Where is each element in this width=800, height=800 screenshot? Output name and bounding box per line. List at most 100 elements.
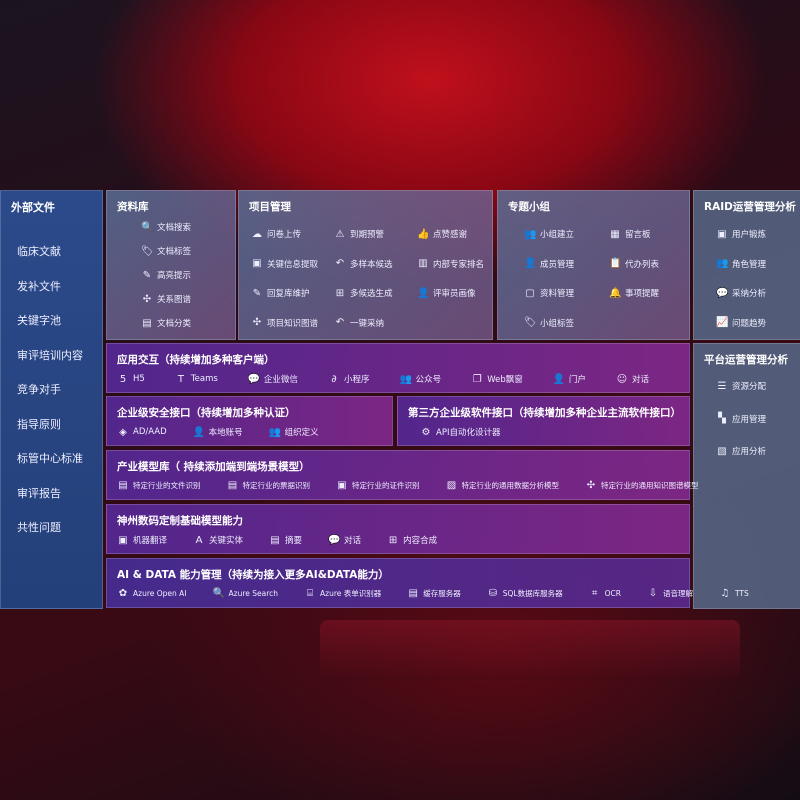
- raid-item[interactable]: ▣ 用户锻炼: [716, 228, 766, 241]
- raid-item[interactable]: 📈 问题趋势: [716, 317, 766, 329]
- sql-icon: ⛁: [488, 588, 497, 599]
- security-item[interactable]: 👥 组织定义: [269, 426, 319, 439]
- group-item[interactable]: ▦ 留言板: [609, 228, 650, 241]
- ai-item[interactable]: 🔍 Azure Search: [213, 588, 279, 599]
- security-item[interactable]: 👤 本地账号: [193, 426, 243, 439]
- base-item[interactable]: ▣ 机器翻译: [117, 534, 167, 547]
- group-item[interactable]: 🏷 小组标签: [524, 317, 574, 329]
- platform-item[interactable]: ☰ 资源分配: [716, 380, 767, 393]
- industry-item[interactable]: ▣ 特定行业的证件识别: [336, 480, 420, 491]
- platform-item[interactable]: ▧ 应用分析: [716, 445, 767, 458]
- project-item[interactable]: ☁ 问卷上传: [251, 228, 301, 241]
- sidebar-item[interactable]: 关键字池: [17, 312, 61, 328]
- item-label: 应用分析: [732, 447, 767, 457]
- platform-item[interactable]: ▚ 应用管理: [716, 413, 766, 425]
- library-item[interactable]: 🔍 文档搜索: [141, 221, 191, 234]
- sidebar-item[interactable]: 指导原则: [17, 416, 61, 432]
- panel-topic-group: 专题小组 👥 小组建立 ▦ 留言板 👤 成员管理 📋 代办列表 ▢ 资料管理 🔔 事项提醒 🏷 小组标签: [497, 190, 690, 340]
- item-label: AD/AAD: [133, 427, 167, 437]
- sidebar-item[interactable]: 共性问题: [17, 519, 61, 535]
- base-item[interactable]: ⊞ 内容合成: [387, 534, 438, 547]
- thirdparty-item[interactable]: ⚙ API自动化设计器: [420, 426, 501, 439]
- chat-icon: 💬: [328, 534, 341, 546]
- group-item[interactable]: 🔔 事项提醒: [609, 287, 660, 300]
- ai-item[interactable]: ♫ TTS: [719, 588, 749, 599]
- base-item[interactable]: A 关键实体: [193, 534, 244, 547]
- sidebar-item[interactable]: 发补文件: [17, 278, 61, 294]
- ai-item[interactable]: ⌸ Azure 表单识别器: [304, 588, 381, 599]
- panel-title: 专题小组: [508, 201, 550, 213]
- panel-app-interaction: 应用交互（持续增加多种客户端） 5 H5 T Teams 💬 企业微信 ∂ 小程序 👥 公众号 ❐ W…: [106, 343, 690, 393]
- base-item[interactable]: 💬 对话: [328, 534, 362, 547]
- ad-icon: ◈: [119, 426, 127, 438]
- sidebar-item[interactable]: 临床文献: [17, 243, 61, 259]
- sidebar-item[interactable]: 审评报告: [17, 485, 61, 501]
- sidebar-item[interactable]: 标管中心标准: [17, 450, 83, 466]
- industry-item[interactable]: ▨ 特定行业的通用数据分析模型: [446, 480, 559, 491]
- project-item[interactable]: ✎ 回复库维护: [251, 287, 310, 300]
- project-item[interactable]: ▥ 内部专家排名: [417, 258, 484, 270]
- base-item[interactable]: ▤ 摘要: [269, 534, 302, 547]
- item-label: 事项提醒: [625, 289, 660, 299]
- project-item[interactable]: ▣ 关键信息提取: [251, 258, 318, 270]
- industry-item[interactable]: ▤ 特定行业的文件识别: [117, 480, 200, 491]
- ai-item[interactable]: ▤ 缓存服务器: [407, 588, 461, 599]
- ai-item[interactable]: ⛁ SQL数据库服务器: [487, 588, 563, 599]
- ai-item[interactable]: ⌗ OCR: [589, 588, 621, 599]
- group-item[interactable]: 📋 代办列表: [609, 258, 659, 270]
- analysis-icon: ▧: [717, 445, 727, 457]
- app-item[interactable]: 5 H5: [117, 373, 145, 385]
- group-icon: 👥: [524, 228, 537, 240]
- library-item[interactable]: ✣ 关系图谱: [141, 293, 191, 306]
- item-label: 关键实体: [209, 536, 244, 546]
- app-item[interactable]: ❐ Web飘窗: [471, 373, 523, 386]
- app-item[interactable]: 💬 企业微信: [248, 373, 298, 386]
- teams-icon: T: [177, 373, 184, 385]
- library-item[interactable]: 🏷 文档标签: [141, 245, 191, 258]
- raid-item[interactable]: 👥 角色管理: [716, 258, 766, 270]
- project-item[interactable]: 👤 评审员画像: [417, 287, 476, 300]
- ai-item[interactable]: ⇩ 语音理解: [647, 588, 693, 599]
- item-label: 内部专家排名: [433, 259, 485, 270]
- sidebar-external-files: 外部文件 临床文献 发补文件 关键字池 审评培训内容 竞争对手 指导原则 标管中心标准 审评报…: [0, 190, 103, 609]
- form-icon: ⌸: [307, 588, 314, 599]
- app-item[interactable]: T Teams: [175, 373, 218, 385]
- ai-item[interactable]: ✿ Azure Open AI: [117, 588, 187, 599]
- project-item[interactable]: ⊞ 多候选生成: [334, 287, 393, 300]
- item-label: 标管中心标准: [17, 452, 83, 465]
- app-item[interactable]: ☺ 对话: [616, 373, 649, 386]
- graph-icon: ✣: [252, 317, 262, 328]
- library-item[interactable]: ✎ 高亮提示: [141, 269, 191, 282]
- app-item[interactable]: 👥 公众号: [400, 373, 442, 386]
- item-label: Azure 表单识别器: [320, 589, 382, 598]
- item-label: 内容合成: [403, 536, 438, 546]
- panel-title: 应用交互（持续增加多种客户端）: [117, 354, 275, 366]
- group-item[interactable]: ▢ 资料管理: [524, 287, 574, 300]
- project-item[interactable]: ✣ 项目知识图谱: [251, 317, 318, 329]
- item-label: H5: [133, 374, 145, 384]
- project-item[interactable]: 👍 点赞感谢: [417, 228, 467, 241]
- group-item[interactable]: 👤 成员管理: [524, 258, 574, 270]
- html5-icon: 5: [119, 373, 127, 385]
- sidebar-item[interactable]: 竞争对手: [17, 381, 61, 397]
- security-item[interactable]: ◈ AD/AAD: [117, 426, 167, 438]
- item-label: Web飘窗: [487, 375, 523, 385]
- sidebar-item[interactable]: 审评培训内容: [17, 347, 83, 363]
- industry-item[interactable]: ✣ 特定行业的通用知识图谱模型: [585, 480, 699, 491]
- project-item[interactable]: ↶ 一键采纳: [334, 317, 384, 329]
- app-item[interactable]: ∂ 小程序: [328, 373, 369, 386]
- library-item[interactable]: ▤ 文档分类: [141, 317, 191, 330]
- project-item[interactable]: ↶ 多样本候选: [334, 258, 393, 270]
- item-label: 小组建立: [540, 230, 575, 240]
- item-label: 对话: [344, 536, 362, 546]
- industry-item[interactable]: ▤ 特定行业的票据识别: [227, 480, 310, 491]
- item-label: 特定行业的证件识别: [352, 481, 420, 490]
- project-item[interactable]: ⚠ 到期预警: [334, 228, 385, 241]
- app-item[interactable]: 👤 门户: [553, 373, 586, 386]
- roles-icon: 👥: [716, 258, 729, 269]
- item-label: TTS: [734, 589, 749, 598]
- group-item[interactable]: 👥 小组建立: [524, 228, 575, 241]
- receipt-icon: ▤: [227, 480, 238, 491]
- raid-item[interactable]: 💬 采纳分析: [716, 287, 766, 300]
- puzzle-icon: ⊞: [335, 287, 345, 299]
